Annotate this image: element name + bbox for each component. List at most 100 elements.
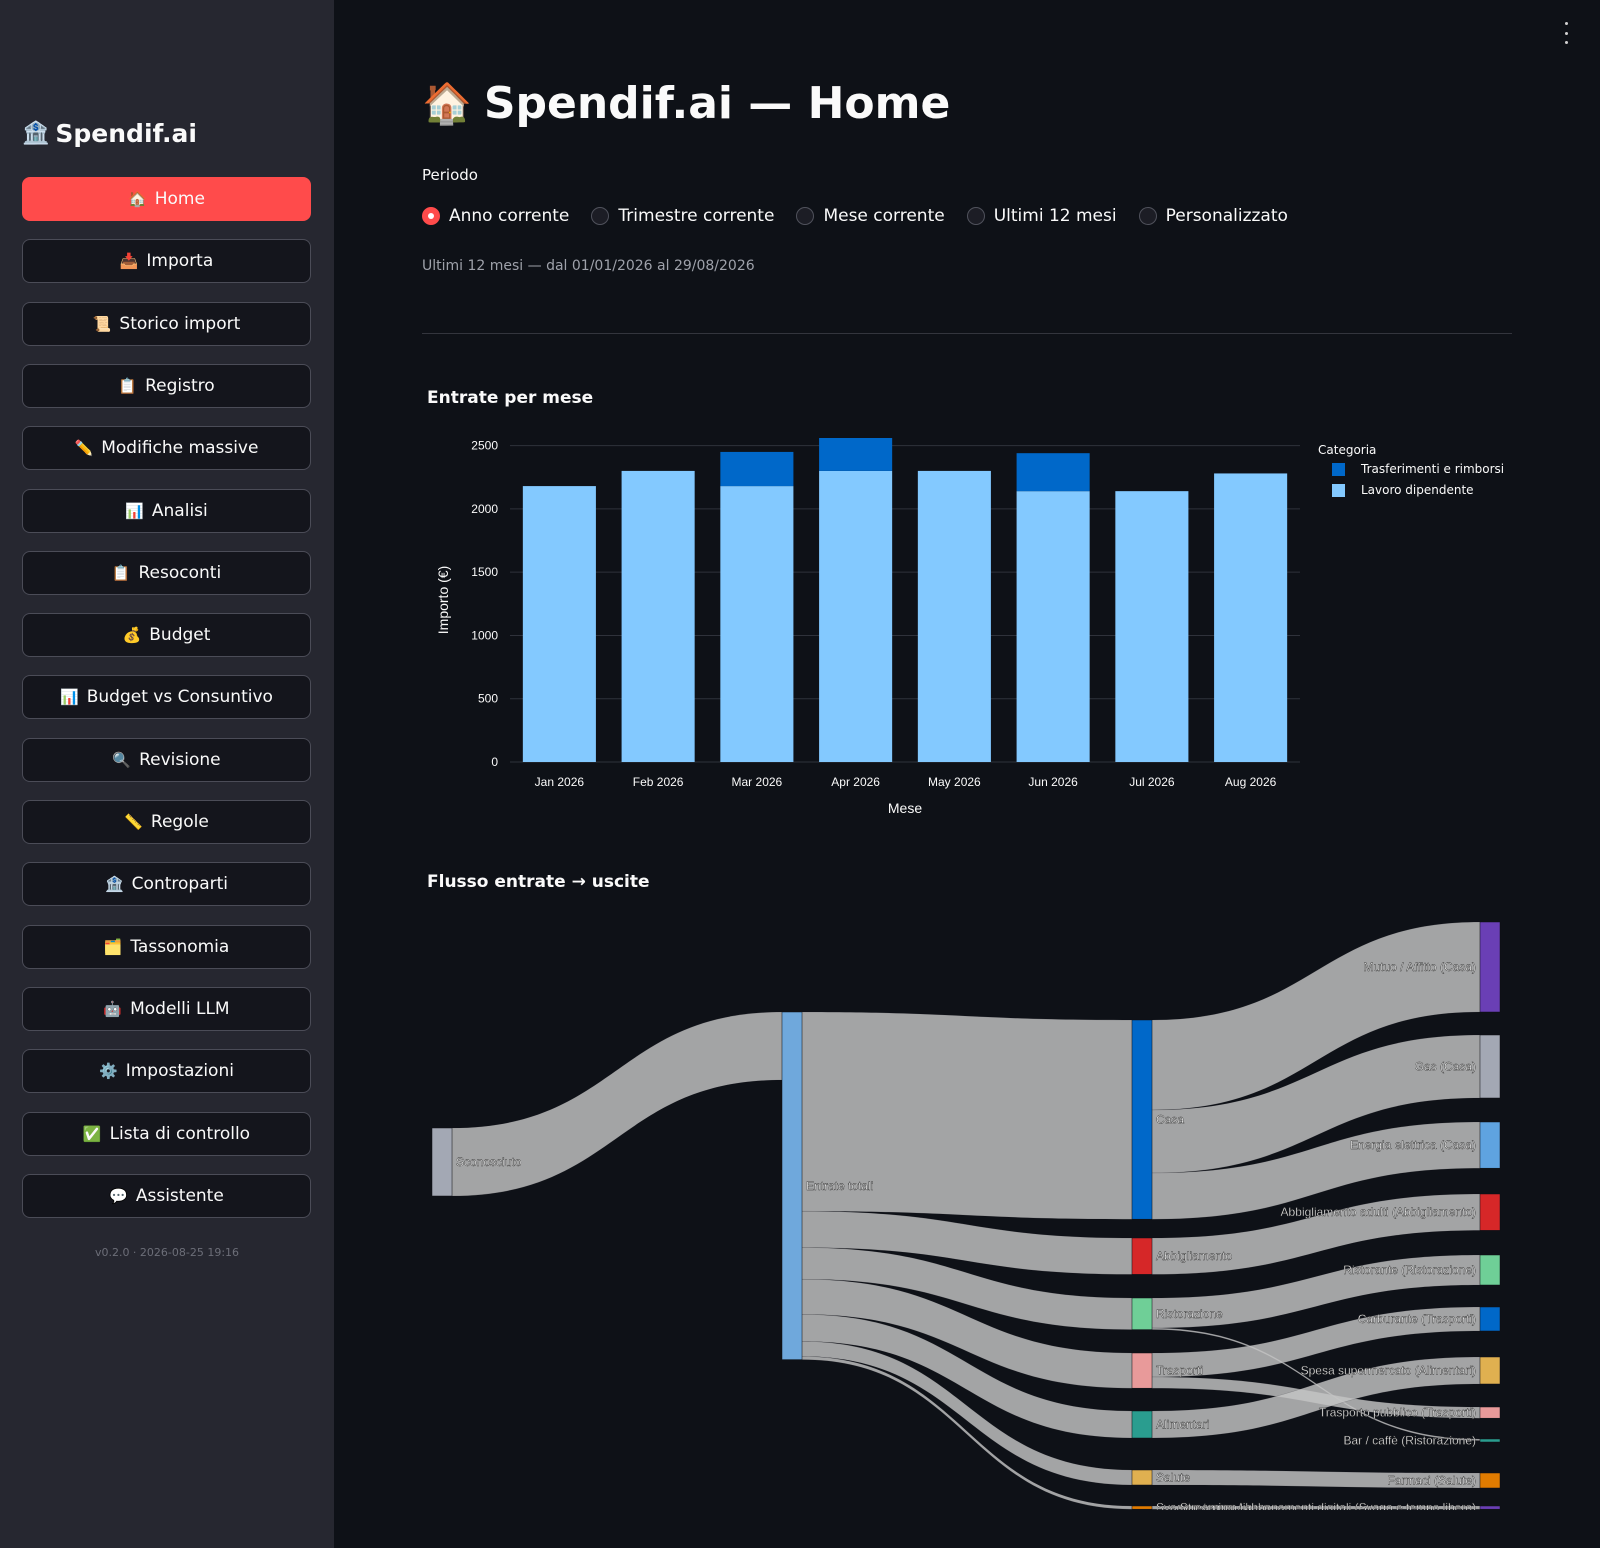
sidebar-item-controparti[interactable]: 🏦 Controparti: [22, 862, 311, 907]
sankey-node-label: Alimentari: [1156, 1418, 1209, 1432]
radio-personalizzato[interactable]: Personalizzato: [1138, 206, 1288, 226]
sankey-node-label: Trasporti: [1156, 1364, 1203, 1378]
bar-lavoro-dipendente[interactable]: [1115, 491, 1189, 762]
sidebar-item-modifiche-massive[interactable]: ✏️ Modifiche massive: [22, 426, 311, 471]
bar-trasferimenti-e-rimborsi[interactable]: [819, 438, 893, 471]
main-menu-button[interactable]: [1560, 22, 1572, 44]
bar-trasferimenti-e-rimborsi[interactable]: [720, 451, 794, 487]
sidebar-item-tassonomia[interactable]: 🗂️ Tassonomia: [22, 924, 311, 969]
bar-chart-icon: 📊: [60, 688, 79, 707]
sankey-node-svago[interactable]: [1131, 1505, 1153, 1510]
bar-lavoro-dipendente[interactable]: [621, 470, 695, 762]
sankey-node-salute[interactable]: [1131, 1469, 1153, 1486]
sankey-node-label: Casa: [1156, 1113, 1184, 1127]
sankey-node-entrate[interactable]: [781, 1011, 803, 1360]
bar-lavoro-dipendente[interactable]: [522, 486, 596, 762]
bar-lavoro-dipendente[interactable]: [917, 470, 991, 762]
radio-anno-corrente[interactable]: Anno corrente: [422, 206, 569, 226]
sankey-node-label: Svago e tempo libero: [1156, 1501, 1270, 1510]
money-bag-icon: 💰: [122, 626, 142, 645]
x-axis-label: Mese: [888, 800, 922, 816]
sankey-node-label: Gas (Casa): [1415, 1060, 1476, 1074]
page-title-text: Spendif.ai — Home: [483, 77, 951, 129]
sankey-node-label: Sconosciuto: [456, 1155, 522, 1169]
sidebar-item-budget[interactable]: 💰 Budget: [22, 613, 311, 658]
sankey-node-label: Ristorante (Ristorazione): [1343, 1263, 1476, 1277]
dot-icon: [1564, 41, 1568, 44]
sankey-node-label: Carburante (Trasporti): [1358, 1312, 1476, 1326]
sankey-node-alimentari[interactable]: [1131, 1410, 1153, 1439]
bar-lavoro-dipendente[interactable]: [720, 486, 794, 762]
sankey-node-bar[interactable]: [1479, 1438, 1501, 1443]
y-axis-label: Importo (€): [435, 566, 451, 634]
sidebar-item-budget-vs-consuntivo[interactable]: 📊 Budget vs Consuntivo: [22, 675, 311, 720]
sidebar-item-resoconti[interactable]: 📋 Resoconti: [22, 550, 311, 595]
radio-label: Personalizzato: [1165, 206, 1288, 226]
sidebar-item-analisi[interactable]: 📊 Analisi: [22, 488, 311, 533]
bar-trasferimenti-e-rimborsi[interactable]: [1016, 453, 1090, 492]
sidebar-item-impostazioni[interactable]: ⚙️ Impostazioni: [22, 1049, 311, 1094]
sidebar-item-label: Modifiche massive: [101, 438, 259, 459]
house-icon: 🏠: [422, 80, 472, 127]
sidebar-item-home[interactable]: 🏠 Home: [22, 177, 311, 221]
sankey-node-streaming[interactable]: [1479, 1505, 1501, 1510]
radio-mese-corrente[interactable]: Mese corrente: [796, 206, 945, 226]
sankey-node-casa[interactable]: [1131, 1019, 1153, 1220]
radio-circle-icon: [796, 207, 815, 225]
sidebar-item-label: Tassonomia: [130, 936, 230, 957]
sankey-node-gas[interactable]: [1479, 1034, 1501, 1099]
sankey-node-energia[interactable]: [1479, 1121, 1501, 1169]
legend-item-trasferimenti-e-rimborsi[interactable]: Trasferimenti e rimborsi: [1332, 462, 1504, 476]
y-tick-label: 0: [491, 755, 498, 769]
sankey-node-carburante[interactable]: [1479, 1306, 1501, 1332]
y-tick-label: 500: [478, 692, 498, 706]
sankey-node-abbigliamento[interactable]: [1131, 1237, 1153, 1275]
sidebar-item-assistente[interactable]: 💬 Assistente: [22, 1173, 311, 1218]
sankey-node-trasp_pubblico[interactable]: [1479, 1406, 1501, 1419]
sidebar-brand: 🏦 Spendif.ai: [22, 116, 197, 150]
x-tick-label: Jul 2026: [1129, 775, 1175, 789]
radio-ultimi-12-mesi[interactable]: Ultimi 12 mesi: [966, 206, 1117, 226]
sankey-node-label: Energia elettrica (Casa): [1350, 1138, 1476, 1152]
speech-bubble-icon: 💬: [109, 1186, 128, 1205]
sankey-node-sconosciuto[interactable]: [431, 1127, 453, 1197]
sidebar-item-importa[interactable]: 📥 Importa: [22, 239, 311, 284]
sidebar-item-label: Lista di controllo: [109, 1123, 251, 1144]
sidebar-item-label: Resoconti: [138, 562, 222, 583]
radio-trimestre-corrente[interactable]: Trimestre corrente: [591, 206, 774, 226]
sidebar-item-modelli-llm[interactable]: 🤖 Modelli LLM: [22, 986, 311, 1031]
sidebar-item-revisione[interactable]: 🔍 Revisione: [22, 737, 311, 782]
x-tick-label: Apr 2026: [831, 775, 880, 789]
legend-item-lavoro-dipendente[interactable]: Lavoro dipendente: [1332, 483, 1474, 497]
y-tick-label: 1500: [471, 565, 498, 579]
sidebar-item-label: Importa: [146, 251, 214, 272]
clipboard-icon: 📋: [118, 376, 138, 395]
sidebar-item-registro[interactable]: 📋 Registro: [22, 363, 311, 408]
sankey-node-label: Farmaci (Salute): [1387, 1474, 1476, 1488]
bar-lavoro-dipendente[interactable]: [819, 470, 893, 762]
sankey-node-mutuo[interactable]: [1479, 921, 1501, 1013]
legend-label: Trasferimenti e rimborsi: [1361, 462, 1505, 476]
y-tick-label: 2500: [471, 439, 498, 453]
sankey-node-trasporti[interactable]: [1131, 1352, 1153, 1389]
sankey-node-ristorante[interactable]: [1479, 1254, 1501, 1286]
radio-circle-icon: [422, 207, 440, 225]
sidebar-item-regole[interactable]: 📏 Regole: [22, 800, 311, 844]
x-tick-label: Jun 2026: [1028, 775, 1078, 789]
sidebar-item-lista-di-controllo[interactable]: ✅ Lista di controllo: [22, 1111, 311, 1156]
sankey-node-spesa[interactable]: [1479, 1356, 1501, 1385]
sankey-node-label: Abbigliamento: [1156, 1249, 1232, 1263]
bar-lavoro-dipendente[interactable]: [1214, 473, 1288, 762]
bar-lavoro-dipendente[interactable]: [1016, 491, 1090, 762]
sankey-node-ristorazione[interactable]: [1131, 1297, 1153, 1330]
brand-title: Spendif.ai: [55, 118, 197, 148]
gear-icon: ⚙️: [99, 1062, 118, 1081]
radio-circle-icon: [591, 207, 610, 225]
sankey-node-abb_adulti[interactable]: [1479, 1193, 1501, 1231]
sankey-node-farmaci[interactable]: [1479, 1472, 1501, 1489]
version-label: v0.2.0 · 2026-08-25 19:16: [94, 1246, 240, 1259]
sidebar-item-storico-import[interactable]: 📜 Storico import: [22, 301, 311, 346]
sankey-node-label: Streaming / abbonamenti digitali (Svago …: [1180, 1501, 1476, 1510]
robot-icon: 🤖: [103, 999, 123, 1018]
clipboard-icon: 📋: [111, 563, 131, 582]
